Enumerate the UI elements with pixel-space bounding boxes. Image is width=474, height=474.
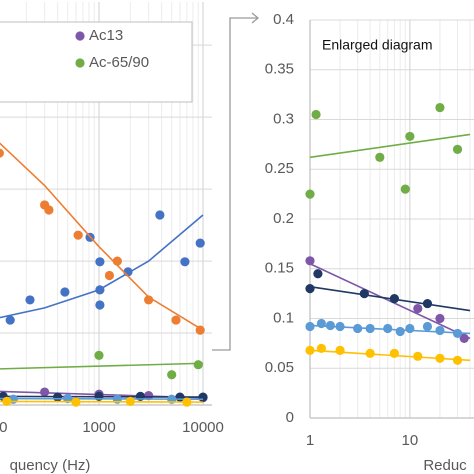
trend-line bbox=[0, 142, 204, 331]
point bbox=[180, 257, 190, 267]
point bbox=[435, 102, 445, 113]
point bbox=[353, 323, 363, 334]
point bbox=[316, 343, 326, 353]
point bbox=[5, 315, 15, 325]
point bbox=[405, 131, 415, 142]
point bbox=[422, 298, 433, 309]
trend-line bbox=[309, 263, 471, 340]
legend-box bbox=[0, 21, 193, 103]
point bbox=[313, 269, 323, 279]
point bbox=[365, 348, 375, 358]
x-tick-label: 1000 bbox=[82, 419, 115, 436]
point bbox=[335, 321, 345, 332]
point bbox=[95, 300, 105, 310]
point bbox=[195, 325, 205, 335]
point bbox=[405, 323, 415, 334]
point bbox=[171, 315, 181, 325]
point bbox=[335, 345, 345, 355]
point bbox=[195, 238, 205, 248]
point bbox=[452, 144, 463, 154]
point bbox=[395, 326, 405, 337]
point bbox=[25, 295, 35, 305]
point bbox=[311, 109, 321, 120]
trend-line bbox=[309, 349, 471, 362]
point bbox=[400, 184, 410, 194]
point bbox=[53, 392, 63, 402]
point bbox=[198, 392, 208, 402]
y-tick-label: 0.25 bbox=[265, 160, 294, 177]
legend-label: Ac-65/90 bbox=[89, 54, 149, 71]
point bbox=[73, 230, 83, 240]
trend-line bbox=[0, 400, 204, 403]
point bbox=[435, 313, 445, 324]
point bbox=[193, 360, 203, 370]
point bbox=[452, 328, 463, 339]
point bbox=[305, 256, 315, 266]
y-tick-label: 0.15 bbox=[265, 260, 294, 277]
point bbox=[95, 285, 105, 295]
point bbox=[182, 397, 192, 407]
point bbox=[60, 287, 70, 297]
point bbox=[2, 396, 12, 407]
point bbox=[389, 348, 400, 358]
marks-layer bbox=[0, 102, 471, 407]
x-tick-label: 1 bbox=[306, 432, 314, 449]
point bbox=[305, 345, 315, 355]
point bbox=[144, 295, 154, 305]
trend-line bbox=[0, 362, 204, 370]
y-tick-label: 0.05 bbox=[265, 359, 294, 376]
point bbox=[422, 321, 433, 332]
point bbox=[316, 318, 326, 329]
point bbox=[95, 257, 105, 267]
point bbox=[112, 256, 122, 266]
point bbox=[375, 152, 385, 162]
point bbox=[104, 270, 115, 281]
point bbox=[0, 148, 4, 158]
point bbox=[94, 350, 104, 360]
point bbox=[435, 325, 445, 336]
point bbox=[305, 321, 315, 332]
connector bbox=[212, 17, 258, 351]
y-tick-label: 0 bbox=[286, 409, 294, 426]
point bbox=[305, 284, 315, 294]
x-axis-label: Reduc bbox=[423, 457, 467, 474]
point bbox=[413, 303, 423, 314]
x-tick-label: 100 bbox=[0, 419, 8, 436]
x-tick-label: 10000 bbox=[182, 419, 224, 436]
point bbox=[144, 391, 154, 401]
connector-arrow bbox=[251, 12, 260, 24]
y-tick-label: 0.4 bbox=[273, 11, 294, 28]
legend-marker bbox=[75, 58, 85, 68]
point bbox=[167, 370, 177, 380]
point bbox=[435, 353, 445, 363]
point bbox=[452, 355, 463, 365]
x-axis-label: quency (Hz) bbox=[10, 457, 91, 474]
point bbox=[413, 351, 423, 361]
y-tick-label: 0.2 bbox=[273, 210, 294, 227]
legend-label: Ac13 bbox=[89, 27, 123, 44]
legend-marker bbox=[75, 31, 85, 41]
point bbox=[155, 210, 165, 220]
point bbox=[44, 205, 54, 215]
point bbox=[125, 396, 135, 407]
trend-line bbox=[309, 133, 471, 159]
y-tick-label: 0.3 bbox=[273, 110, 294, 127]
point bbox=[305, 189, 315, 199]
point bbox=[71, 397, 81, 407]
point bbox=[40, 387, 50, 397]
point bbox=[63, 393, 73, 404]
x-tick-label: 10 bbox=[402, 432, 419, 449]
point bbox=[383, 323, 393, 334]
y-tick-label: 0.1 bbox=[273, 309, 294, 326]
point bbox=[359, 289, 369, 299]
y-tick-label: 0.35 bbox=[265, 61, 294, 78]
point bbox=[325, 320, 335, 331]
point bbox=[365, 323, 375, 334]
point bbox=[389, 294, 400, 304]
point bbox=[459, 333, 469, 343]
chart-title: Enlarged diagram bbox=[322, 37, 433, 53]
